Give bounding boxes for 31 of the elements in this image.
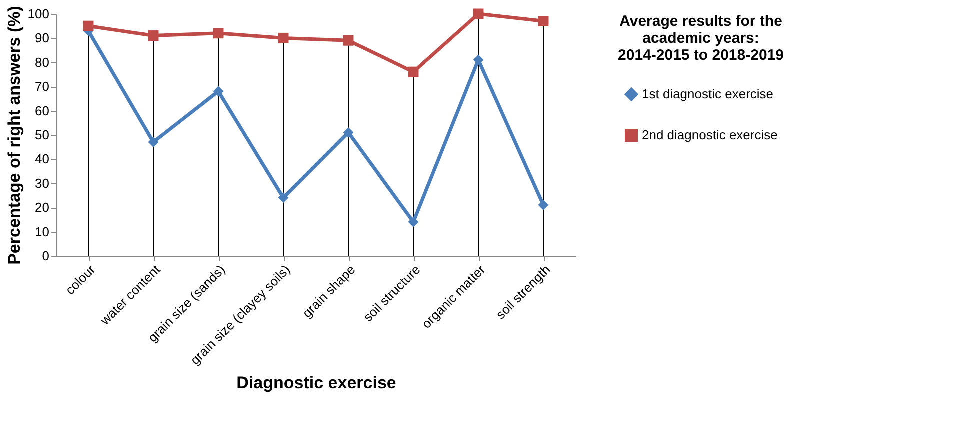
y-axis-title: Percentage of right answers (%) bbox=[4, 6, 24, 265]
y-tick-label: 80 bbox=[35, 54, 50, 70]
point bbox=[408, 216, 419, 228]
point bbox=[473, 8, 484, 20]
point bbox=[213, 28, 224, 39]
point bbox=[343, 35, 354, 46]
point bbox=[408, 66, 419, 78]
point bbox=[473, 54, 484, 66]
y-tick-label: 30 bbox=[35, 176, 50, 191]
point bbox=[538, 16, 549, 27]
y-tick-label: 70 bbox=[35, 79, 50, 94]
y-tick-label: 100 bbox=[28, 6, 50, 22]
point bbox=[343, 127, 354, 138]
point bbox=[538, 200, 549, 210]
y-tick-label: 40 bbox=[35, 152, 50, 167]
point bbox=[148, 137, 159, 148]
point bbox=[213, 86, 224, 97]
legend-label: 1st diagnostic exercise bbox=[642, 86, 774, 102]
y-tick-label: 20 bbox=[35, 200, 50, 216]
point bbox=[83, 20, 94, 32]
y-tick-label: 50 bbox=[35, 128, 50, 142]
y-tick-label: 10 bbox=[35, 224, 50, 240]
x-axis-title: Diagnostic exercise bbox=[236, 374, 396, 393]
point bbox=[278, 192, 289, 204]
legend-title: Average results for the academic years: 2014-2015 to 2018-2019 bbox=[618, 13, 784, 64]
y-tick-label: 90 bbox=[35, 30, 50, 46]
point bbox=[148, 30, 159, 42]
y-tick-label: 0 bbox=[42, 248, 50, 264]
legend-label: 2nd diagnostic exercise bbox=[642, 128, 778, 142]
point bbox=[278, 32, 289, 44]
y-tick-label: 60 bbox=[35, 103, 50, 118]
